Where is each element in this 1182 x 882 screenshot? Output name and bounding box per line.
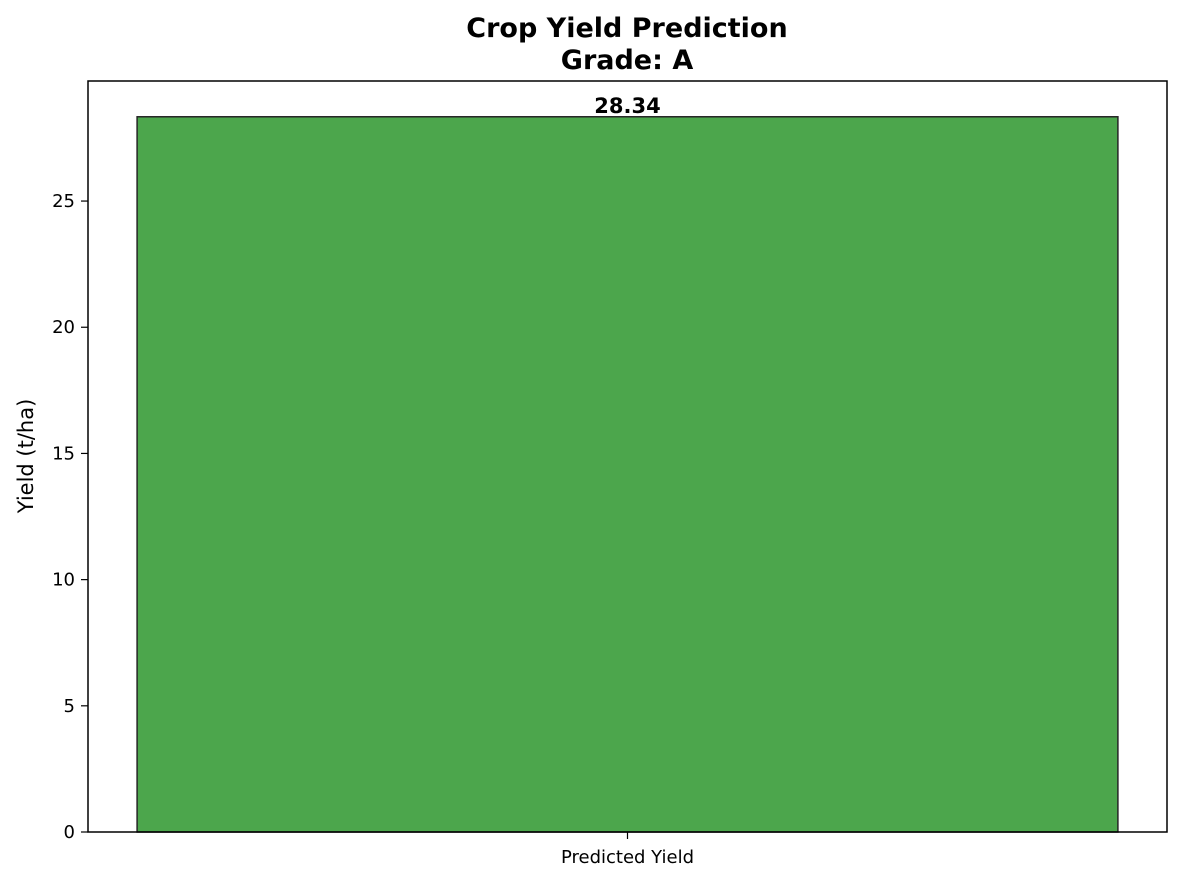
y-tick-label: 0 <box>64 822 75 843</box>
y-tick-label: 10 <box>52 570 75 591</box>
data-labels-layer: 28.34 <box>594 94 660 118</box>
bar-value-label: 28.34 <box>594 94 660 118</box>
bar-predicted-yield <box>136 116 1119 833</box>
chart-subtitle: Grade: A <box>561 45 694 76</box>
x-tick-label: Predicted Yield <box>561 847 694 868</box>
y-tick-label: 5 <box>64 696 75 717</box>
y-tick-label: 25 <box>52 191 75 212</box>
y-axis-label: Yield (t/ha) <box>14 399 38 515</box>
y-tick-label: 15 <box>52 443 75 464</box>
bars-layer <box>136 116 1119 833</box>
y-axis-ticks: 0 5 10 15 20 25 <box>52 191 88 843</box>
x-axis-ticks: Predicted Yield <box>561 832 694 868</box>
y-tick-label: 20 <box>52 317 75 338</box>
chart-title: Crop Yield Prediction <box>466 13 787 44</box>
